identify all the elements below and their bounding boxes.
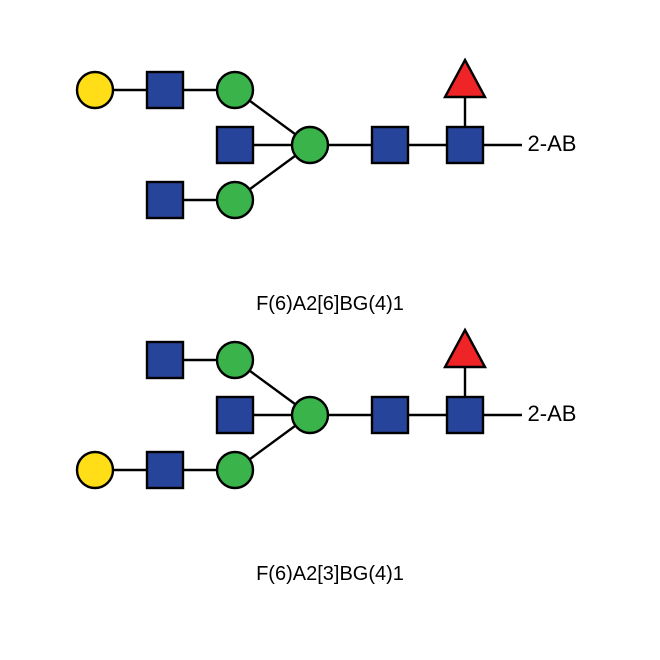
- glycan-man-circle: [292, 127, 328, 163]
- glycan-man-circle: [217, 342, 253, 378]
- glycan-bond: [250, 101, 296, 135]
- glycan-figure: 2-AB F(6)A2[6]BG(4)1 2-AB F(6)A2[3]BG(4)1: [0, 0, 660, 660]
- glycan-man-circle: [217, 72, 253, 108]
- glycan-glcnac-square: [372, 127, 408, 163]
- glycan-bond: [250, 371, 296, 405]
- structure-caption: F(6)A2[6]BG(4)1: [256, 293, 404, 315]
- glycan-glcnac-square: [447, 397, 483, 433]
- glycan-glcnac-square: [147, 342, 183, 378]
- glycan-glcnac-square: [217, 127, 253, 163]
- glycan-glcnac-square: [372, 397, 408, 433]
- glycan-structure-0: 2-AB: [77, 60, 576, 218]
- structure-caption: F(6)A2[3]BG(4)1: [256, 563, 404, 585]
- reducing-end-label: 2-AB: [528, 401, 577, 426]
- glycan-fuc-triangle: [445, 330, 485, 367]
- glycan-gal-circle: [77, 72, 113, 108]
- glycan-man-circle: [217, 452, 253, 488]
- glycan-canvas: 2-AB F(6)A2[6]BG(4)1 2-AB F(6)A2[3]BG(4)1: [0, 0, 660, 660]
- glycan-glcnac-square: [147, 182, 183, 218]
- glycan-structure-1: 2-AB: [77, 330, 576, 488]
- reducing-end-label: 2-AB: [528, 131, 577, 156]
- glycan-glcnac-square: [147, 452, 183, 488]
- glycan-bond: [250, 156, 296, 190]
- glycan-bond: [250, 426, 296, 460]
- glycan-fuc-triangle: [445, 60, 485, 97]
- glycan-glcnac-square: [147, 72, 183, 108]
- glycan-glcnac-square: [447, 127, 483, 163]
- glycan-man-circle: [292, 397, 328, 433]
- glycan-man-circle: [217, 182, 253, 218]
- glycan-glcnac-square: [217, 397, 253, 433]
- glycan-gal-circle: [77, 452, 113, 488]
